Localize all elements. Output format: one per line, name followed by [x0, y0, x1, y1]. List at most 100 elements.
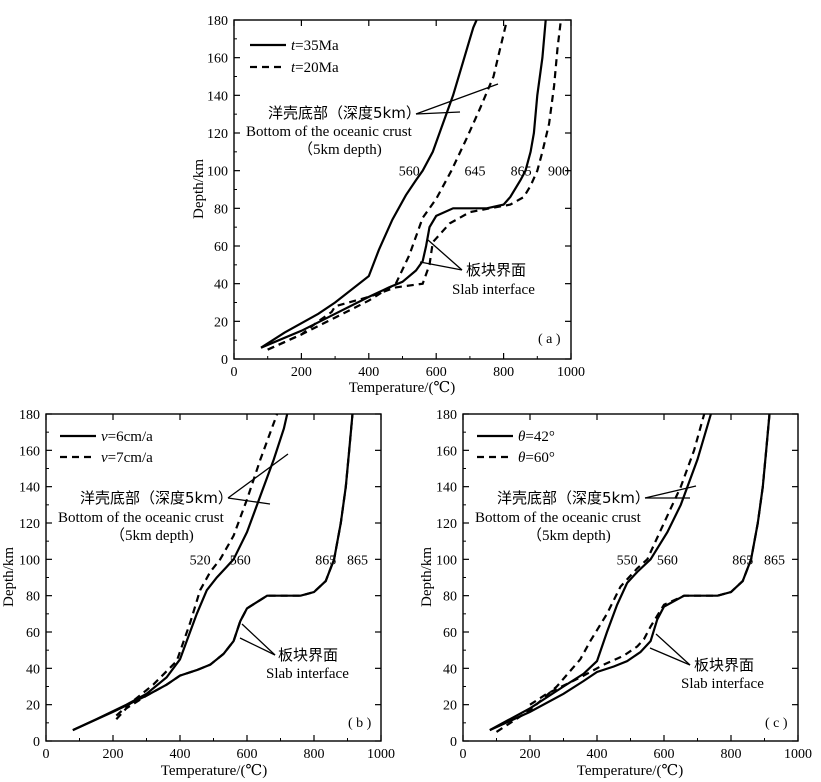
- y-tick-label: 100: [19, 553, 40, 568]
- series-line-dashed-crust: [115, 413, 279, 717]
- legend-entry-solid-b: v=6cm/a: [101, 429, 153, 445]
- annotation-slab-en-b: Slab interface: [266, 666, 349, 682]
- series-line-dashed-slab: [115, 413, 354, 720]
- y-tick-label: 20: [443, 699, 457, 714]
- annotation-slab-cn-c: 板块界面: [694, 656, 754, 674]
- y-tick-label: 120: [19, 517, 40, 532]
- legend-symbol: t: [291, 38, 296, 54]
- panel-label-b: ( b ): [348, 716, 372, 731]
- annotation-crust-en2-b: （5km depth): [110, 527, 194, 544]
- series-group-c: [489, 413, 771, 733]
- x-tick-label: 200: [520, 747, 541, 762]
- series-line-dashed-crust: [495, 413, 706, 733]
- leader-line: [649, 647, 691, 666]
- y-tick-label: 180: [19, 408, 40, 423]
- data-label: 560: [399, 165, 420, 180]
- y-tick-label: 160: [436, 444, 457, 459]
- y-tick-label: 120: [436, 517, 457, 532]
- y-tick-label: 140: [436, 481, 457, 496]
- data-label: 560: [657, 553, 678, 568]
- series-line-solid-crust: [260, 19, 478, 349]
- panel-label-c: ( c ): [765, 716, 788, 731]
- leader-line: [419, 261, 463, 271]
- series-group-b: [72, 413, 354, 732]
- data-label: 900: [548, 165, 569, 180]
- data-label: 520: [190, 553, 211, 568]
- y-tick-label: 40: [26, 662, 40, 677]
- annotation-slab-cn-a: 板块界面: [466, 261, 526, 279]
- y-tick-label: 160: [19, 444, 40, 459]
- annotation-crust-en2-c: （5km depth): [527, 527, 611, 544]
- leader-line: [427, 239, 463, 271]
- y-tick-label: 60: [443, 626, 457, 641]
- x-axis-label-c: Temperature/(℃): [577, 763, 684, 779]
- y-tick-label: 60: [214, 240, 228, 255]
- x-tick-label: 0: [460, 747, 467, 762]
- data-label: 865: [511, 165, 532, 180]
- data-label: 865: [732, 553, 753, 568]
- y-tick-label: 140: [19, 481, 40, 496]
- series-line-solid-crust: [72, 413, 289, 732]
- axis-ticks-a: 0 200 400 600 800 1000 0 20 40 60 80 100 120 140 160 18…: [207, 14, 585, 380]
- y-tick-label: 160: [207, 52, 228, 67]
- x-tick-label: 1000: [557, 365, 585, 380]
- y-tick-label: 0: [450, 735, 457, 750]
- plot-frame-a: [233, 19, 572, 360]
- legend-entry-dashed-c: θ=60°: [518, 450, 555, 466]
- legend-entry-solid-c: θ=42°: [518, 429, 555, 445]
- legend-symbol: θ: [518, 450, 526, 466]
- data-labels-c: 550 560 865 865: [617, 553, 785, 568]
- y-tick-label: 20: [214, 315, 228, 330]
- legend-symbol: v: [101, 429, 108, 445]
- leader-line: [227, 497, 271, 505]
- y-tick-label: 140: [207, 89, 228, 104]
- series-group-a: [260, 19, 562, 351]
- annotation-slab-en-a: Slab interface: [452, 282, 535, 298]
- y-tick-label: 100: [436, 553, 457, 568]
- y-tick-label: 60: [26, 626, 40, 641]
- leader-line: [227, 453, 289, 499]
- panel-a: 0 200 400 600 800 1000 0 20 40 60 80 100 120 140 160 18…: [191, 14, 585, 396]
- legend-value: =7cm/a: [108, 450, 153, 466]
- y-tick-label: 180: [207, 14, 228, 29]
- y-tick-label: 0: [33, 735, 40, 750]
- legend-symbol: v: [101, 450, 108, 466]
- x-tick-label: 1000: [784, 747, 812, 762]
- axis-ticks-c: 0 200 400 600 800 1000 0 20 40 60 80 100 120 140 160 18…: [436, 408, 812, 762]
- x-tick-label: 800: [493, 365, 514, 380]
- y-axis-label-a: Depth/km: [191, 159, 207, 219]
- x-tick-label: 600: [237, 747, 258, 762]
- panel-b: 0 200 400 600 800 1000 0 20 40 60 80 100 120 140 160 18…: [1, 408, 395, 779]
- legend-value: =60°: [525, 450, 554, 466]
- legend-entry-dashed-b: v=7cm/a: [101, 450, 153, 466]
- legend-value: =42°: [525, 429, 554, 445]
- x-tick-label: 400: [170, 747, 191, 762]
- x-tick-label: 800: [721, 747, 742, 762]
- axis-ticks-b: 0 200 400 600 800 1000 0 20 40 60 80 100 120 140 160 18…: [19, 408, 395, 762]
- series-line-dashed-slab: [267, 19, 562, 351]
- data-label: 865: [764, 553, 785, 568]
- annotation-crust-en2-a: （5km depth): [298, 141, 382, 158]
- annotation-crust-cn-c: 洋壳底部（深度5km）: [497, 489, 650, 507]
- x-axis-label-b: Temperature/(℃): [161, 763, 268, 779]
- data-label: 560: [230, 553, 251, 568]
- annotation-slab-en-c: Slab interface: [681, 676, 764, 692]
- annotation-slab-cn-b: 板块界面: [278, 646, 338, 664]
- y-tick-label: 20: [26, 699, 40, 714]
- x-tick-label: 800: [304, 747, 325, 762]
- legend-value: =6cm/a: [108, 429, 153, 445]
- series-line-solid-slab: [260, 19, 547, 349]
- leader-line: [241, 623, 276, 656]
- plot-frame-b: [45, 413, 382, 742]
- leader-line: [239, 637, 276, 656]
- y-tick-label: 80: [214, 202, 228, 217]
- data-label: 865: [347, 553, 368, 568]
- data-label: 865: [315, 553, 336, 568]
- y-tick-label: 100: [207, 165, 228, 180]
- x-tick-label: 0: [43, 747, 50, 762]
- series-line-dashed-slab: [529, 413, 771, 706]
- annotation-crust-cn-b: 洋壳底部（深度5km）: [80, 489, 233, 507]
- y-tick-label: 80: [443, 590, 457, 605]
- legend-entry-dashed-a: t=20Ma: [291, 60, 339, 76]
